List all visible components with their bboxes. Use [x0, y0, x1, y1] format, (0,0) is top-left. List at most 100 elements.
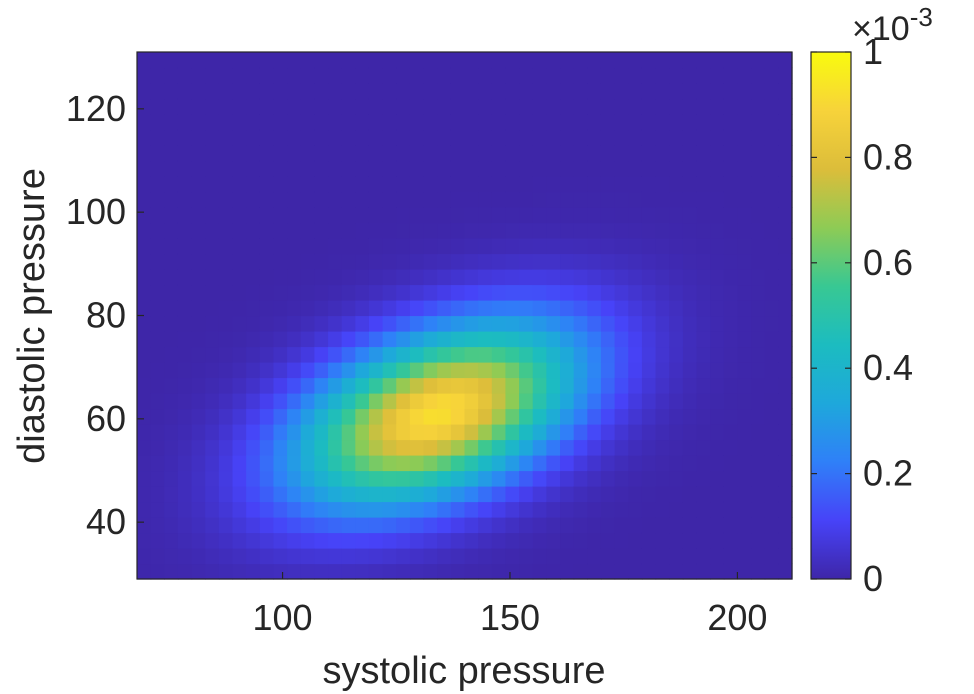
heatmap-cell — [478, 346, 493, 363]
heatmap-cell — [314, 269, 329, 286]
heatmap-cell — [423, 222, 438, 239]
heatmap-cell — [246, 67, 261, 84]
heatmap-cell — [164, 98, 179, 115]
heatmap-cell — [778, 486, 793, 503]
heatmap-cell — [232, 517, 247, 534]
heatmap-cell — [218, 222, 234, 239]
heatmap-cell — [328, 377, 343, 394]
heatmap-cell — [560, 238, 575, 255]
heatmap-cell — [710, 548, 725, 565]
heatmap-cell — [478, 424, 493, 441]
heatmap-cell — [273, 253, 288, 270]
heatmap-cell — [532, 98, 547, 115]
heatmap-cell — [669, 52, 684, 69]
heatmap-cell — [368, 408, 384, 425]
heatmap-cell — [614, 129, 629, 146]
heatmap-cell — [368, 222, 384, 239]
heatmap-cell — [164, 408, 179, 425]
heatmap-cell — [205, 393, 220, 410]
heatmap-cell — [464, 439, 479, 456]
heatmap-cell — [628, 377, 643, 394]
heatmap-cell — [491, 517, 507, 534]
heatmap-cell — [573, 300, 588, 317]
heatmap-cell — [177, 145, 193, 162]
heatmap-cell — [778, 176, 793, 193]
heatmap-cell — [409, 517, 425, 534]
heatmap-cell — [464, 160, 479, 177]
heatmap-cell — [437, 315, 452, 332]
heatmap-cell — [437, 486, 452, 503]
heatmap-cell — [751, 439, 766, 456]
heatmap-cell — [205, 269, 220, 286]
heatmap-cell — [560, 269, 575, 286]
heatmap-cell — [532, 393, 547, 410]
heatmap-cell — [437, 269, 452, 286]
heatmap-cell — [328, 191, 343, 208]
heatmap-cell — [682, 331, 698, 348]
heatmap-cell — [628, 238, 643, 255]
heatmap-cell — [764, 548, 779, 565]
heatmap-cell — [573, 83, 588, 100]
heatmap-cell — [328, 532, 343, 549]
colorbar-exponent-base: ×10 — [852, 10, 910, 48]
heatmap-cell — [191, 129, 206, 146]
heatmap-cell — [737, 315, 752, 332]
heatmap-cell — [150, 191, 165, 208]
heatmap-cell — [368, 346, 384, 363]
heatmap-cell — [314, 83, 329, 100]
heatmap-cell — [778, 269, 793, 286]
heatmap-cell — [218, 67, 234, 84]
heatmap-cell — [246, 455, 261, 472]
heatmap-cell — [382, 238, 397, 255]
heatmap-cell — [682, 114, 698, 131]
heatmap-cell — [137, 470, 152, 487]
heatmap-cell — [437, 532, 452, 549]
heatmap-cell — [682, 160, 698, 177]
heatmap-cell — [560, 129, 575, 146]
heatmap-cell — [137, 439, 152, 456]
heatmap-cell — [464, 532, 479, 549]
heatmap-cell — [328, 439, 343, 456]
heatmap-cell — [300, 346, 315, 363]
heatmap-cell — [614, 563, 629, 580]
heatmap-cell — [450, 98, 466, 115]
heatmap-cell — [177, 470, 193, 487]
y-tick-label: 80 — [86, 295, 126, 336]
heatmap-cell — [751, 455, 766, 472]
heatmap-cell — [205, 238, 220, 255]
heatmap-cell — [614, 548, 629, 565]
heatmap-cell — [368, 67, 384, 84]
heatmap-cell — [205, 145, 220, 162]
heatmap-cell — [409, 377, 425, 394]
heatmap-cell — [300, 362, 315, 379]
heatmap-cell — [696, 176, 711, 193]
heatmap-cell — [246, 517, 261, 534]
heatmap-cell — [682, 424, 698, 441]
heatmap-cell — [409, 253, 425, 270]
heatmap-cell — [778, 83, 793, 100]
heatmap-cell — [437, 67, 452, 84]
heatmap-cell — [505, 501, 520, 518]
heatmap-cell — [191, 424, 206, 441]
heatmap-cell — [341, 331, 356, 348]
heatmap-cell — [628, 393, 643, 410]
heatmap-cell — [655, 331, 670, 348]
heatmap-cell — [737, 129, 752, 146]
heatmap-cell — [382, 501, 397, 518]
heatmap-cell — [464, 207, 479, 224]
heatmap-cell — [478, 160, 493, 177]
heatmap-cell — [341, 300, 356, 317]
heatmap-cell — [273, 238, 288, 255]
heatmap-cell — [491, 331, 507, 348]
heatmap-cell — [328, 253, 343, 270]
heatmap-cell — [600, 207, 616, 224]
heatmap-cell — [396, 67, 411, 84]
heatmap-cell — [259, 532, 275, 549]
heatmap-cell — [737, 52, 752, 69]
heatmap-cell — [437, 439, 452, 456]
heatmap-cell — [450, 548, 466, 565]
heatmap-cell — [478, 501, 493, 518]
heatmap-cell — [532, 238, 547, 255]
heatmap-cell — [300, 253, 315, 270]
heatmap-cell — [710, 331, 725, 348]
